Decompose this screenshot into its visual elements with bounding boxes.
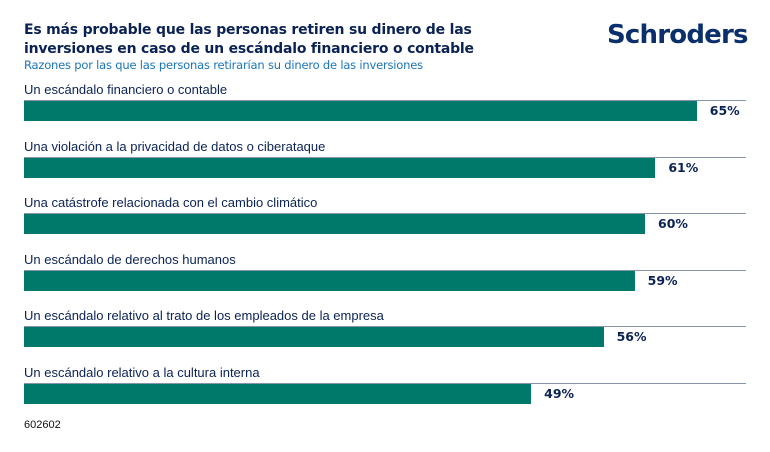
bar-label: Una violación a la privacidad de datos o… bbox=[24, 138, 326, 154]
bar-label: Un escándalo de derechos humanos bbox=[24, 251, 236, 267]
row-divider bbox=[24, 326, 746, 327]
row-divider bbox=[24, 382, 746, 384]
bar bbox=[24, 383, 532, 404]
data-label: 59% bbox=[647, 272, 678, 288]
row-divider bbox=[24, 156, 746, 158]
chart-title: Es más probable que las personas retiren… bbox=[24, 22, 474, 57]
bar bbox=[24, 270, 635, 291]
data-label: 49% bbox=[544, 385, 575, 401]
schroders-logo: Schroders bbox=[607, 20, 748, 50]
bar-label: Un escándalo relativo al trato de los em… bbox=[24, 308, 384, 323]
bar bbox=[24, 157, 656, 178]
row-divider bbox=[24, 100, 746, 101]
bar bbox=[24, 101, 697, 121]
bar-label: Un escándalo relativo a la cultura inter… bbox=[24, 364, 260, 380]
data-label: 61% bbox=[668, 159, 699, 175]
bar bbox=[24, 214, 645, 234]
bar bbox=[24, 327, 604, 347]
row-divider bbox=[24, 269, 746, 271]
bar-label: Un escándalo financiero o contable bbox=[24, 82, 228, 97]
row-divider bbox=[24, 213, 746, 214]
data-label: 65% bbox=[709, 103, 740, 118]
chart-subtitle: Razones por las que las personas retirar… bbox=[24, 58, 423, 72]
data-label: 60% bbox=[658, 216, 688, 231]
footer-code: 602602 bbox=[24, 419, 61, 431]
data-label: 56% bbox=[616, 329, 647, 344]
bar-label: Una catástrofe relacionada con el cambio… bbox=[24, 195, 318, 210]
